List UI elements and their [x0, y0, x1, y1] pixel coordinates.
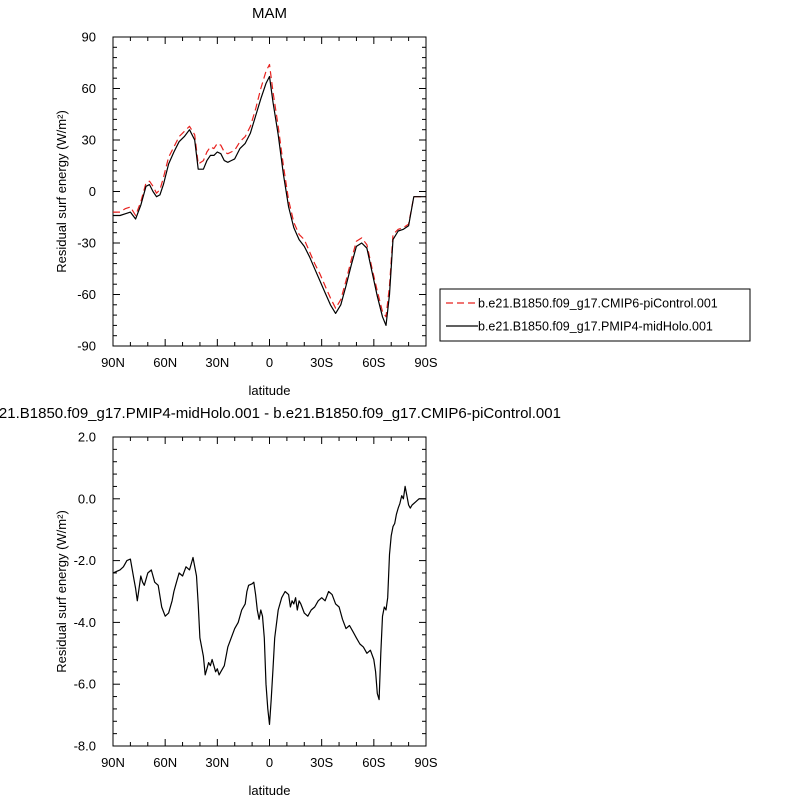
y-tick-label: 2.0: [78, 430, 96, 445]
x-tick-label: 30S: [310, 355, 333, 370]
x-tick-label: 0: [266, 355, 273, 370]
y-tick-label: -90: [77, 339, 96, 354]
x-axis-label: latitude: [249, 383, 291, 398]
x-tick-label: 60S: [362, 755, 385, 770]
series-line-0: [112, 485, 426, 725]
legend-entry: b.e21.B1850.f09_g17.CMIP6-piControl.001: [478, 297, 718, 311]
top-panel: MAM 90N 60N 30N 0 30S 60S 90S 90 60 30 0 -30 -60 -90 la…: [54, 5, 751, 398]
y-tick-label: -8.0: [74, 739, 96, 754]
x-tick-label: 0: [266, 755, 273, 770]
y-tick-label: 0.0: [78, 491, 96, 506]
y-tick-label: -30: [77, 236, 96, 251]
x-tick-label: 60N: [153, 755, 177, 770]
x-tick-label: 90N: [101, 755, 125, 770]
legend-entry: b.e21.B1850.f09_g17.PMIP4-midHolo.001: [478, 320, 713, 334]
y-tick-label: -4.0: [74, 615, 96, 630]
x-tick-label: 90S: [414, 755, 437, 770]
legend: b.e21.B1850.f09_g17.CMIP6-piControl.001b…: [439, 288, 751, 342]
legend-box: [439, 288, 751, 342]
y-tick-label: 90: [82, 30, 96, 45]
x-axis-label: latitude: [249, 783, 291, 798]
series-line-0: [113, 63, 426, 318]
x-tick-label: 60N: [153, 355, 177, 370]
chart-title: MAM: [252, 5, 287, 22]
x-tick-label: 30N: [205, 755, 229, 770]
x-tick-label: 60S: [362, 355, 385, 370]
x-tick-label: 30N: [205, 355, 229, 370]
chart-title: b.e21.B1850.f09_g17.PMIP4-midHolo.001 - …: [0, 405, 561, 422]
bottom-panel: b.e21.B1850.f09_g17.PMIP4-midHolo.001 - …: [0, 405, 561, 798]
y-tick-label: -6.0: [74, 677, 96, 692]
y-tick-label: 30: [82, 133, 96, 148]
x-tick-label: 90N: [101, 355, 125, 370]
y-tick-label: 0: [89, 184, 96, 199]
y-tick-label: -60: [77, 287, 96, 302]
y-axis-label: Residual surf energy (W/m²): [54, 510, 69, 673]
series-line-1: [113, 75, 426, 326]
x-tick-label: 90S: [414, 355, 437, 370]
y-tick-label: -2.0: [74, 553, 96, 568]
y-axis-label: Residual surf energy (W/m²): [54, 110, 69, 273]
y-tick-label: 60: [82, 81, 96, 96]
x-tick-label: 30S: [310, 755, 333, 770]
